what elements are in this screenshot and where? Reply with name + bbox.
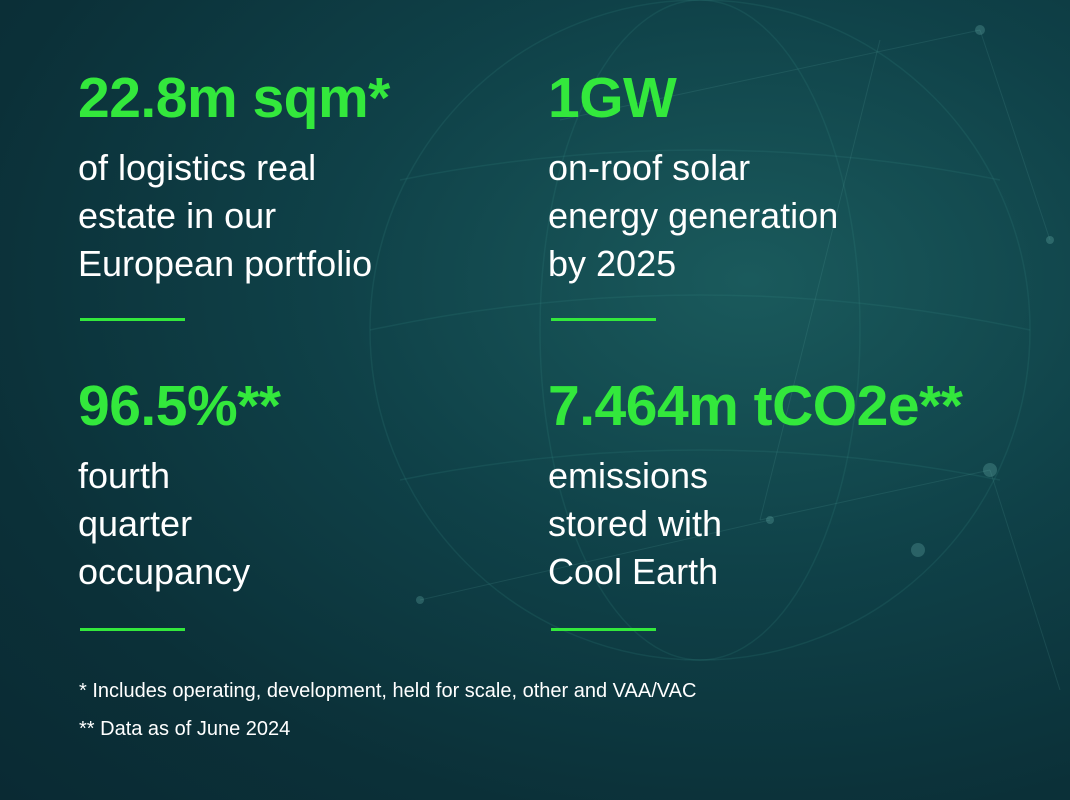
footnote: ** Data as of June 2024 <box>79 718 291 740</box>
description-line: European portfolio <box>78 243 373 284</box>
description-line: quarter <box>78 503 193 544</box>
description-line: Cool Earth <box>548 551 719 592</box>
description-line: estate in our <box>78 195 277 236</box>
description-line: stored with <box>548 503 723 544</box>
divider <box>80 318 185 321</box>
stat-value: 7.464m tCO2e** <box>548 374 963 438</box>
stat-description: emissions stored with Cool Earth <box>548 452 1018 596</box>
stat: 96.5%** fourth quarter occupancy <box>78 374 548 596</box>
stat-description: fourth quarter occupancy <box>78 452 548 596</box>
description-line: of logistics real <box>78 147 317 188</box>
stat-value: 22.8m sqm* <box>78 66 390 130</box>
description-line: on-roof solar <box>548 147 751 188</box>
description-line: emissions <box>548 455 709 496</box>
stat: 7.464m tCO2e** emissions stored with Coo… <box>548 374 1018 596</box>
stat-description: on-roof solar energy generation by 2025 <box>548 144 1018 288</box>
stat-value: 1GW <box>548 66 677 130</box>
divider <box>551 628 656 631</box>
divider <box>551 318 656 321</box>
stat: 1GW on-roof solar energy generation by 2… <box>548 66 1018 288</box>
description-line: by 2025 <box>548 243 677 284</box>
divider <box>80 628 185 631</box>
description-line: energy generation <box>548 195 839 236</box>
stat: 22.8m sqm* of logistics real estate in o… <box>78 66 548 288</box>
footnote: * Includes operating, development, held … <box>79 680 697 702</box>
description-line: occupancy <box>78 551 251 592</box>
description-line: fourth <box>78 455 171 496</box>
stat-description: of logistics real estate in our European… <box>78 144 548 288</box>
stat-value: 96.5%** <box>78 374 281 438</box>
